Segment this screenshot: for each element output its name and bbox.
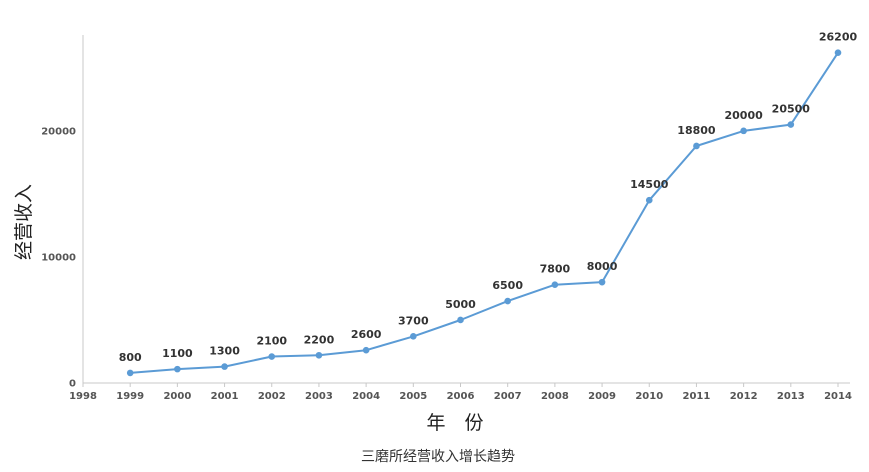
data-label: 20000 [724,109,763,122]
data-label: 1300 [209,345,240,358]
data-labels: 800 1100 1300 2100 2200 2600 3700 5000 6500 7800 8… [119,31,858,364]
data-point [410,333,417,340]
axes [82,35,850,384]
y-tick-label: 0 [69,379,76,390]
data-point [598,278,606,286]
data-point [221,363,228,370]
x-tick-label: 2005 [399,391,427,402]
data-point [693,142,700,150]
data-point [787,121,795,128]
data-point [174,365,181,373]
chart-caption: 三磨所经营收入增长趋势 [361,449,515,465]
x-tick-label: 1998 [69,391,97,402]
data-point [362,346,370,354]
y-tick-label: 20000 [41,126,76,137]
x-tick-label: 1999 [116,391,144,402]
x-tick-label: 2010 [635,391,663,402]
x-tick-label: 2000 [163,391,191,402]
data-point [126,369,134,377]
series-line [130,52,839,374]
data-label: 26200 [819,31,858,44]
x-tick-label: 2014 [824,391,852,402]
x-tick-label: 2013 [777,391,805,402]
x-tick-label: 2003 [305,391,333,402]
data-label: 14500 [630,178,669,191]
x-axis-ticks: 1998 1999 2000 2001 2002 2003 2004 2005 2006 2007… [69,383,852,402]
data-label: 1100 [162,347,193,360]
data-point [457,316,464,324]
y-tick-label: 10000 [41,252,76,263]
data-label: 20500 [772,103,811,116]
data-point [268,353,276,360]
data-label: 800 [119,351,142,364]
data-label: 8000 [587,260,618,273]
x-tick-label: 2006 [447,391,475,402]
data-label: 2600 [351,328,382,341]
data-label: 5000 [445,298,476,311]
data-label: 6500 [492,279,523,292]
x-tick-label: 2009 [588,391,616,402]
x-tick-label: 2008 [541,391,569,402]
y-axis-ticks: 0 10000 20000 [41,126,76,389]
series [126,49,842,377]
x-axis-label: 年 份 [426,412,483,434]
data-label: 18800 [677,124,716,137]
data-point [551,281,559,288]
data-point [504,297,511,305]
x-tick-label: 2011 [683,391,711,402]
x-tick-label: 2012 [730,391,758,402]
x-tick-label: 2004 [352,391,380,402]
data-label: 2200 [304,333,335,346]
y-axis-label: 经营收入 [13,184,35,260]
data-point [740,127,747,135]
data-point [315,351,323,359]
data-point [834,49,842,56]
data-point [645,196,653,204]
x-tick-label: 2002 [258,391,286,402]
data-label: 7800 [540,263,571,276]
data-label: 3700 [398,314,429,327]
x-tick-label: 2001 [211,391,239,402]
x-tick-label: 2007 [494,391,522,402]
data-label: 2100 [256,335,287,348]
